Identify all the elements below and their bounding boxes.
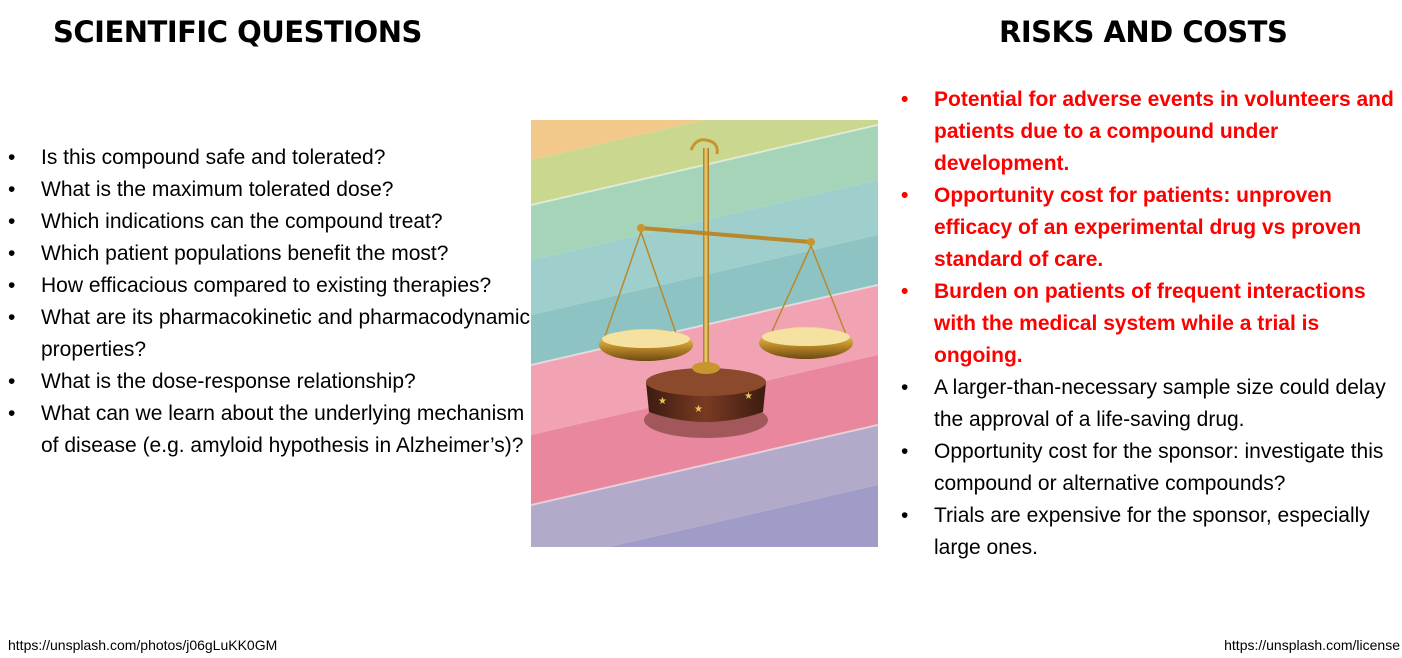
scales-of-justice-image: ★ ★ ★ — [531, 120, 878, 547]
svg-text:★: ★ — [694, 404, 703, 415]
question-item: How efficacious compared to existing the… — [6, 270, 536, 302]
question-item: What are its pharmacokinetic and pharmac… — [6, 302, 536, 366]
question-item: Is this compound safe and tolerated? — [6, 142, 536, 174]
risk-item: Opportunity cost for patients: unproven … — [899, 180, 1402, 276]
risks-and-costs-list: Potential for adverse events in voluntee… — [899, 84, 1402, 564]
scales-photo: ★ ★ ★ — [531, 120, 878, 547]
risks-and-costs-heading: RISKS AND COSTS — [999, 15, 1288, 49]
photo-credit-link[interactable]: https://unsplash.com/photos/j06gLuKK0GM — [8, 637, 278, 653]
scientific-questions-heading: SCIENTIFIC QUESTIONS — [53, 15, 422, 49]
scientific-questions-list: Is this compound safe and tolerated? Wha… — [6, 142, 536, 462]
license-link[interactable]: https://unsplash.com/license — [1224, 637, 1400, 653]
risk-item: A larger-than-necessary sample size coul… — [899, 372, 1402, 436]
question-item: What can we learn about the underlying m… — [6, 398, 536, 462]
svg-text:★: ★ — [744, 391, 753, 402]
svg-text:★: ★ — [658, 396, 667, 407]
question-item: Which patient populations benefit the mo… — [6, 238, 536, 270]
risk-item: Trials are expensive for the sponsor, es… — [899, 500, 1402, 564]
question-item: Which indications can the compound treat… — [6, 206, 536, 238]
question-item: What is the maximum tolerated dose? — [6, 174, 536, 206]
question-item: What is the dose-response relationship? — [6, 366, 536, 398]
risk-item: Opportunity cost for the sponsor: invest… — [899, 436, 1402, 500]
risk-item: Burden on patients of frequent interacti… — [899, 276, 1402, 372]
risk-item: Potential for adverse events in voluntee… — [899, 84, 1402, 180]
